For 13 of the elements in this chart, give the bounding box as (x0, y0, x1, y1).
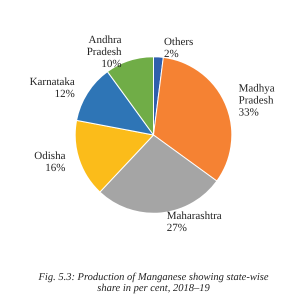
slice-label: Andhra Pradesh (86, 34, 122, 58)
data-label: 12% (54, 88, 75, 100)
slice-label: Karnataka (30, 76, 75, 88)
data-label: 16% (45, 162, 66, 174)
data-label: 27% (166, 222, 187, 234)
caption: Fig. 5.3: Production of Manganese showing state-wise share in per cent, 2018–19 (37, 272, 270, 294)
slice-label: Others (164, 36, 194, 48)
slice-label: Maharashtra (166, 210, 222, 222)
data-label: 33% (238, 106, 259, 118)
data-label: 10% (101, 58, 122, 70)
data-label: 2% (164, 48, 179, 60)
slice-label: Madhya Pradesh (238, 82, 275, 106)
slice-label: Odisha (34, 150, 66, 162)
